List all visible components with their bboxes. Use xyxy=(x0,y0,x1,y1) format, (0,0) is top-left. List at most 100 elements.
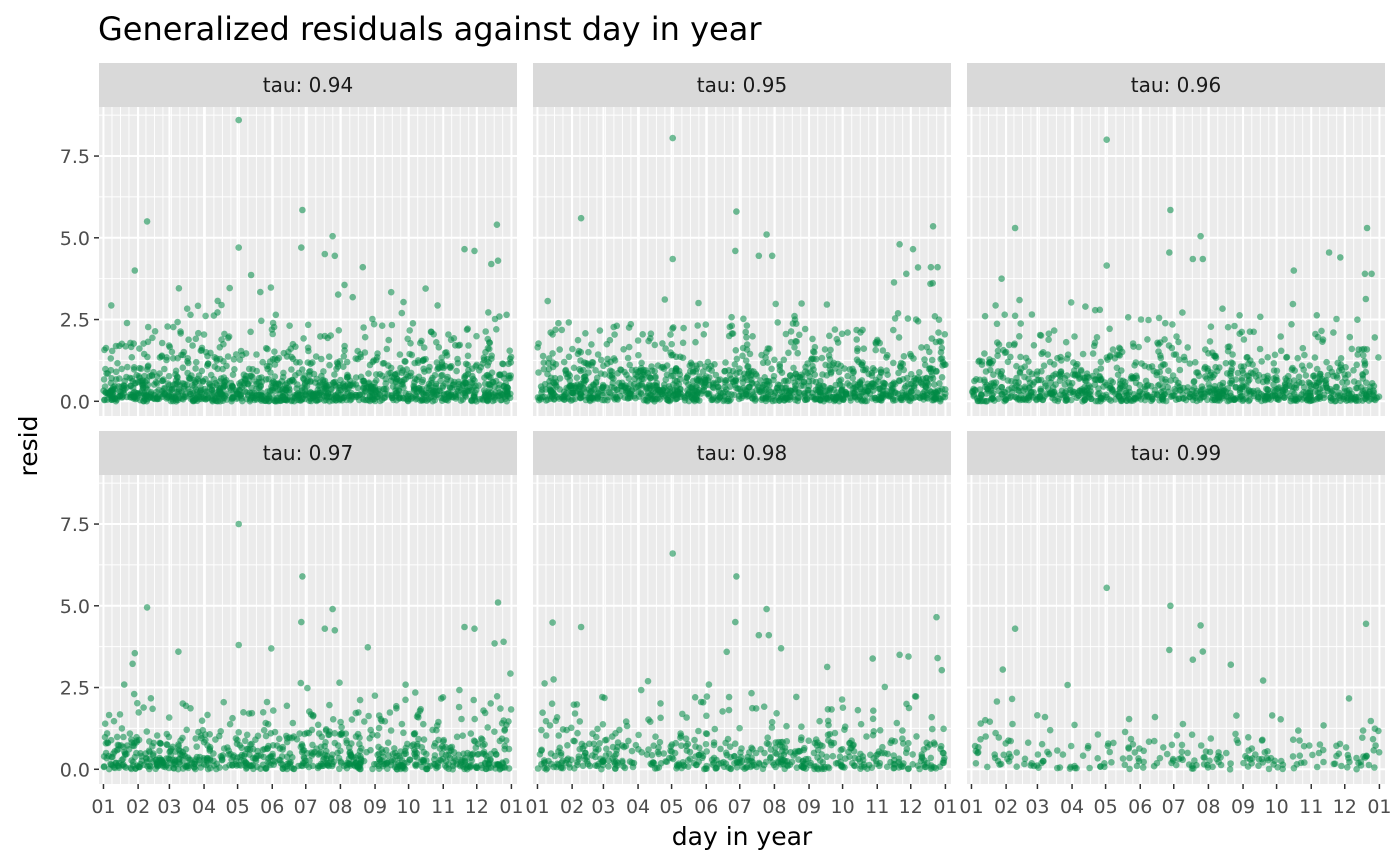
data-point xyxy=(136,763,143,771)
data-point xyxy=(1175,338,1182,346)
data-point xyxy=(1025,375,1032,383)
data-point xyxy=(389,750,397,758)
data-point xyxy=(394,370,401,377)
data-point xyxy=(1170,351,1178,358)
data-point xyxy=(275,354,283,362)
data-point xyxy=(981,312,989,320)
data-point xyxy=(1224,323,1232,331)
data-point xyxy=(270,707,277,714)
data-point xyxy=(838,386,846,394)
data-point xyxy=(499,360,507,368)
data-point xyxy=(283,380,290,387)
data-point xyxy=(1355,346,1362,353)
data-point xyxy=(218,301,225,309)
data-point xyxy=(185,756,193,763)
data-point xyxy=(1214,394,1222,401)
data-point xyxy=(652,373,659,380)
data-point xyxy=(617,366,625,374)
data-point xyxy=(768,252,776,260)
data-point xyxy=(206,731,213,738)
data-point xyxy=(263,698,271,706)
data-point xyxy=(869,655,876,662)
data-point xyxy=(1250,392,1258,400)
facet-strip xyxy=(533,431,951,475)
data-point xyxy=(853,326,860,334)
data-point xyxy=(712,371,720,379)
data-point xyxy=(560,358,568,366)
data-point xyxy=(359,377,367,385)
data-point xyxy=(452,342,459,349)
data-point xyxy=(869,715,877,723)
data-point xyxy=(1014,386,1021,394)
data-point xyxy=(286,322,293,330)
data-point xyxy=(1190,378,1198,386)
data-point xyxy=(592,367,599,374)
data-point xyxy=(1016,296,1023,304)
data-point xyxy=(907,352,915,360)
data-point xyxy=(715,383,722,391)
data-point xyxy=(896,241,903,248)
data-point xyxy=(229,371,237,379)
data-point xyxy=(1079,350,1087,358)
data-point xyxy=(417,339,424,347)
data-point xyxy=(218,754,226,761)
data-point xyxy=(329,716,337,723)
data-point xyxy=(221,330,228,338)
data-point xyxy=(1223,370,1231,377)
data-point xyxy=(503,397,511,405)
data-point xyxy=(314,721,322,729)
data-point xyxy=(329,232,336,240)
data-point xyxy=(493,326,500,333)
data-point xyxy=(405,390,413,398)
data-point xyxy=(253,380,260,388)
data-point xyxy=(319,376,327,384)
data-point xyxy=(1006,394,1013,402)
data-point xyxy=(456,686,463,694)
data-point xyxy=(935,329,942,336)
data-point xyxy=(160,391,168,398)
data-point xyxy=(838,330,846,338)
data-point xyxy=(813,355,820,363)
data-point xyxy=(869,365,877,372)
data-point xyxy=(753,386,760,394)
data-point xyxy=(700,383,708,391)
data-point xyxy=(295,762,302,770)
data-point xyxy=(465,342,472,349)
data-point xyxy=(773,384,781,392)
data-point xyxy=(1049,384,1057,391)
data-point xyxy=(1224,347,1232,355)
data-point xyxy=(299,573,306,580)
data-point xyxy=(327,332,335,339)
data-point xyxy=(883,367,890,374)
data-point xyxy=(1365,397,1373,404)
data-point xyxy=(1228,359,1235,367)
data-point xyxy=(699,368,707,375)
data-point xyxy=(794,349,801,357)
data-point xyxy=(393,702,400,710)
data-point xyxy=(264,745,272,752)
data-point xyxy=(169,355,177,362)
data-point xyxy=(802,363,809,371)
data-point xyxy=(941,331,949,338)
data-point xyxy=(144,763,151,770)
data-point xyxy=(1126,388,1133,396)
data-point xyxy=(506,355,514,363)
data-point xyxy=(406,327,414,334)
data-point xyxy=(396,754,404,762)
data-point xyxy=(544,297,551,305)
data-point xyxy=(584,360,592,368)
data-point xyxy=(254,732,262,740)
data-point xyxy=(473,764,480,772)
data-point xyxy=(1063,355,1071,362)
data-point xyxy=(204,711,211,719)
data-point xyxy=(453,733,461,741)
data-point xyxy=(371,692,379,699)
data-point xyxy=(369,315,376,323)
data-point xyxy=(782,330,790,338)
data-point xyxy=(732,247,739,255)
data-point xyxy=(464,352,472,360)
data-point xyxy=(668,748,675,755)
data-point xyxy=(401,358,409,365)
data-point xyxy=(702,321,710,328)
data-point xyxy=(1319,384,1326,392)
